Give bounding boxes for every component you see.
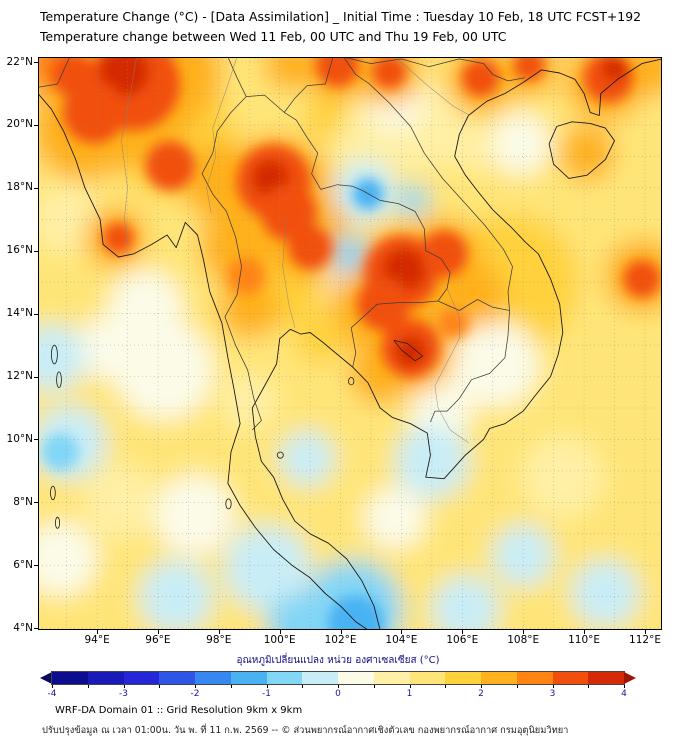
x-tick-label: 94°E bbox=[84, 634, 110, 646]
colorbar-tick-mark bbox=[87, 685, 89, 688]
x-tick-label: 106°E bbox=[446, 634, 479, 646]
colorbar-tick-mark bbox=[302, 685, 304, 688]
coastlines-and-borders bbox=[37, 56, 663, 631]
colorbar-tick-mark bbox=[230, 685, 232, 688]
colorbar-tick-mark bbox=[195, 685, 196, 688]
colorbar-tick-label: 4 bbox=[621, 689, 627, 699]
colorbar-tick-mark bbox=[409, 685, 411, 688]
colorbar-segment bbox=[552, 672, 589, 684]
colorbar-segment bbox=[87, 672, 124, 684]
colorbar-label: อุณหภูมิเปลี่ยนแปลง หน่วย องศาเซลเซียส (… bbox=[236, 655, 440, 666]
x-tick-label: 104°E bbox=[385, 634, 418, 646]
y-tick-label: 22°N bbox=[6, 55, 33, 68]
y-tick-label: 12°N bbox=[6, 370, 33, 382]
y-tick-mark bbox=[34, 313, 38, 315]
colorbar bbox=[51, 671, 625, 685]
colorbar-segment bbox=[373, 672, 410, 684]
x-tick-mark bbox=[97, 630, 99, 634]
colorbar-tick-label: 3 bbox=[549, 689, 556, 699]
x-tick-mark bbox=[523, 630, 525, 634]
x-tick-label: 96°E bbox=[145, 634, 171, 646]
colorbar-tick-label: 1 bbox=[406, 689, 413, 699]
x-tick-mark bbox=[645, 630, 646, 634]
colorbar-tick-mark bbox=[624, 685, 625, 688]
x-tick-mark bbox=[157, 630, 159, 634]
y-tick-label: 18°N bbox=[6, 181, 33, 194]
x-tick-label: 110°E bbox=[568, 634, 601, 646]
colorbar-tick-mark bbox=[445, 685, 447, 688]
colorbar-left-arrow bbox=[40, 672, 52, 684]
colorbar-tick-mark bbox=[516, 685, 518, 688]
y-tick-mark bbox=[34, 124, 38, 126]
colorbar-tick-mark bbox=[52, 685, 53, 688]
colorbar-segment bbox=[230, 672, 267, 684]
colorbar-segment bbox=[481, 672, 517, 684]
y-tick-label: 16°N bbox=[6, 244, 33, 257]
colorbar-tick-mark bbox=[266, 685, 268, 688]
colorbar-tick-mark bbox=[338, 685, 339, 688]
x-tick-label: 102°E bbox=[324, 634, 357, 646]
y-tick-mark bbox=[34, 502, 38, 504]
colorbar-segment bbox=[338, 672, 374, 684]
heat-field bbox=[38, 57, 662, 630]
map-plot-area bbox=[37, 56, 663, 631]
colorbar-segment bbox=[588, 672, 624, 684]
footer-grid-info: WRF-DA Domain 01 :: Grid Resolution 9km … bbox=[55, 705, 303, 716]
colorbar-tick-label: 0 bbox=[335, 689, 341, 699]
y-tick-label: 20°N bbox=[6, 118, 33, 131]
colorbar-segment bbox=[123, 672, 160, 684]
colorbar-tick-label: -1 bbox=[262, 689, 271, 699]
colorbar-tick-mark bbox=[481, 685, 482, 688]
y-tick-label: 10°N bbox=[6, 432, 33, 445]
colorbar-tick-label: 2 bbox=[478, 689, 484, 699]
x-tick-mark bbox=[340, 630, 342, 634]
x-tick-mark bbox=[462, 630, 464, 634]
y-tick-label: 14°N bbox=[6, 307, 33, 320]
colorbar-segment bbox=[159, 672, 195, 684]
colorbar-right-arrow bbox=[624, 672, 636, 684]
y-tick-mark bbox=[34, 250, 38, 252]
y-tick-mark bbox=[34, 565, 38, 567]
y-tick-mark bbox=[34, 62, 38, 63]
x-tick-label: 100°E bbox=[263, 634, 296, 646]
colorbar-segment bbox=[52, 672, 88, 684]
y-tick-mark bbox=[34, 376, 38, 378]
colorbar-tick-mark bbox=[373, 685, 375, 688]
x-tick-mark bbox=[218, 630, 220, 634]
title-line-1: Temperature Change (°C) - [Data Assimila… bbox=[40, 9, 641, 24]
colorbar-tick-label: -3 bbox=[119, 689, 128, 699]
colorbar-tick-mark bbox=[159, 685, 161, 688]
colorbar-segment bbox=[409, 672, 446, 684]
colorbar-tick-mark bbox=[552, 685, 554, 688]
x-tick-mark bbox=[279, 630, 281, 634]
chart-title: Temperature Change (°C) - [Data Assimila… bbox=[40, 7, 641, 48]
y-tick-label: 6°N bbox=[13, 558, 33, 571]
y-tick-mark bbox=[34, 187, 38, 189]
temperature-heatmap bbox=[37, 56, 663, 631]
colorbar-segment bbox=[302, 672, 338, 684]
x-tick-label: 98°E bbox=[206, 634, 232, 646]
colorbar-segment bbox=[516, 672, 553, 684]
colorbar-tick-label: -4 bbox=[47, 689, 57, 699]
colorbar-segment bbox=[445, 672, 481, 684]
colorbar-tick-mark bbox=[123, 685, 125, 688]
footer-update-info: ปรับปรุงข้อมูล ณ เวลา 01:00น. วัน พ. ที่… bbox=[42, 725, 569, 736]
y-tick-label: 8°N bbox=[13, 495, 33, 508]
x-tick-mark bbox=[584, 630, 586, 634]
grid-lines bbox=[38, 57, 662, 630]
colorbar-segment bbox=[266, 672, 303, 684]
x-tick-label: 108°E bbox=[507, 634, 540, 646]
y-tick-label: 4°N bbox=[13, 621, 33, 634]
x-tick-label: 112°E bbox=[629, 634, 661, 646]
x-tick-mark bbox=[401, 630, 403, 634]
colorbar-tick-label: -2 bbox=[190, 689, 200, 699]
y-tick-mark bbox=[34, 439, 38, 441]
y-tick-mark bbox=[34, 628, 38, 630]
colorbar-segment bbox=[195, 672, 231, 684]
title-line-2: Temperature change between Wed 11 Feb, 0… bbox=[40, 29, 507, 45]
colorbar-tick-mark bbox=[588, 685, 590, 688]
